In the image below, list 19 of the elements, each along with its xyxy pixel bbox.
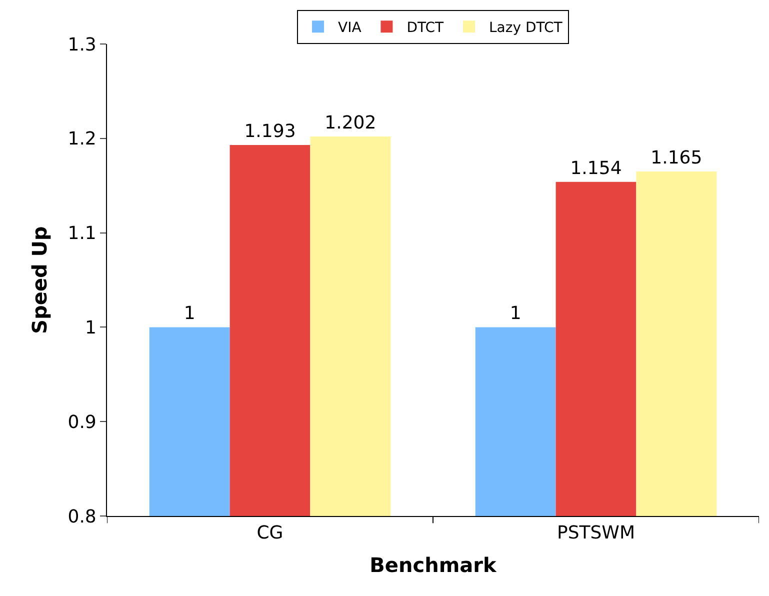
x-tick-label: CG — [256, 522, 284, 544]
legend-label: DTCT — [406, 20, 444, 36]
legend-label: VIA — [338, 20, 362, 36]
data-label: 1.165 — [650, 147, 702, 168]
legend-label: Lazy DTCT — [488, 20, 563, 36]
data-label: 1 — [510, 303, 522, 324]
y-tick-label: 0.9 — [68, 412, 96, 433]
y-tick-label: 1.1 — [68, 223, 96, 244]
y-tick-label: 1.3 — [68, 34, 96, 56]
y-axis-title: Speed Up — [27, 226, 52, 334]
y-tick-label: 0.8 — [68, 506, 96, 528]
data-label: 1.154 — [570, 158, 622, 179]
data-label: 1.202 — [324, 112, 376, 134]
y-tick-label: 1 — [84, 318, 96, 338]
data-label: 1 — [184, 303, 196, 324]
x-axis-title: Benchmark — [370, 553, 498, 578]
data-label: 1.193 — [244, 121, 296, 142]
x-tick-label: PSTSWM — [556, 522, 636, 544]
y-tick-label: 1.2 — [68, 128, 96, 150]
